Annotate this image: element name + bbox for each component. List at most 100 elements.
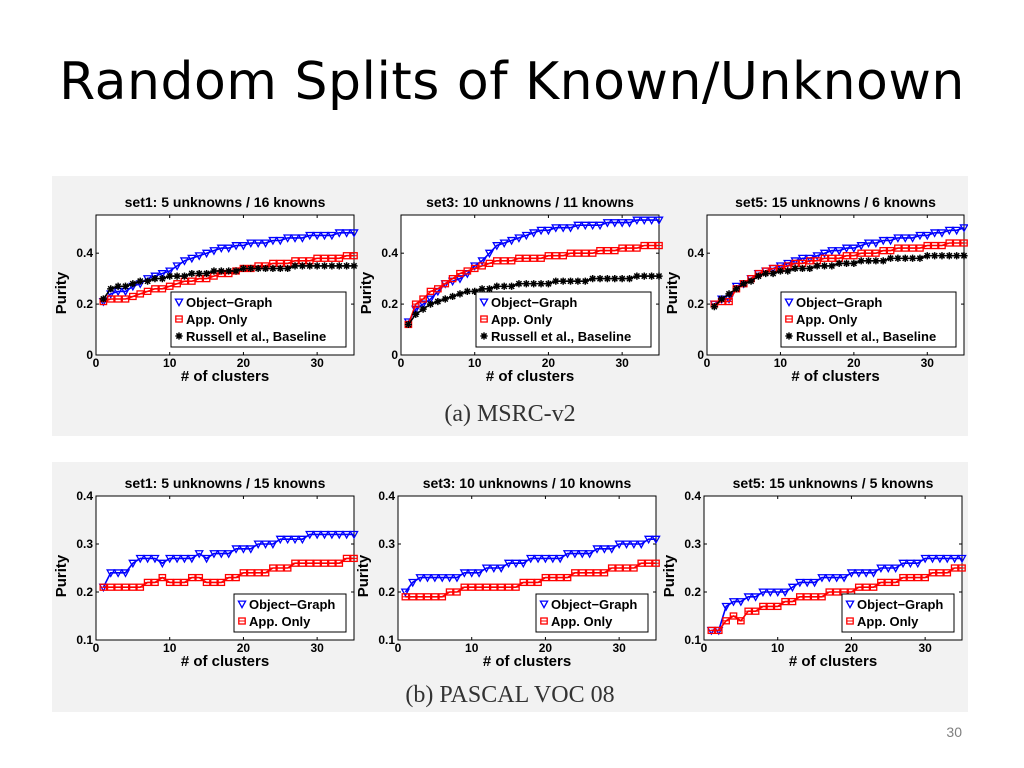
data-point	[507, 257, 516, 265]
data-point	[499, 239, 509, 248]
square-marker-box	[566, 249, 575, 257]
data-point	[426, 287, 435, 296]
chart-title: set1: 5 unknowns / 16 knowns	[125, 194, 326, 210]
y-axis-label: Purity	[355, 554, 372, 597]
x-tick-label: 20	[539, 641, 553, 655]
square-marker-box	[921, 573, 929, 582]
series-asterisk	[99, 262, 358, 303]
data-point	[313, 559, 321, 567]
x-tick-label: 0	[398, 356, 405, 370]
data-point	[179, 554, 190, 564]
data-point	[544, 280, 553, 288]
data-point	[592, 545, 602, 554]
data-point	[202, 269, 211, 278]
square-marker-box	[129, 292, 137, 301]
data-point	[253, 239, 263, 248]
square-marker-box	[877, 578, 885, 587]
square-marker-box	[121, 295, 130, 303]
data-point	[481, 564, 492, 573]
data-point	[558, 224, 568, 233]
square-marker-box	[958, 564, 966, 572]
data-point	[540, 554, 551, 564]
data-point	[459, 569, 470, 578]
data-point	[593, 569, 601, 577]
legend-label: App. Only	[186, 312, 248, 327]
data-point	[543, 226, 554, 236]
data-point	[504, 583, 513, 591]
square-marker-box	[180, 578, 189, 587]
legend: Object−Graph App. Only Russell et al., Bas…	[780, 291, 957, 348]
square-marker-box	[445, 588, 454, 596]
data-point	[854, 583, 863, 591]
square-marker-box	[864, 249, 873, 257]
data-point	[589, 275, 597, 283]
square-marker-box	[714, 626, 723, 635]
data-point	[869, 583, 878, 591]
data-point	[536, 226, 546, 236]
data-point	[445, 588, 454, 596]
data-point	[959, 224, 968, 233]
data-point	[625, 244, 634, 252]
data-point	[129, 292, 137, 301]
data-point	[419, 295, 427, 303]
square-marker-box	[825, 588, 834, 596]
data-point	[283, 564, 292, 572]
data-point	[106, 583, 115, 591]
square-marker-box	[426, 287, 435, 296]
data-point	[254, 264, 262, 273]
data-point	[936, 569, 944, 577]
x-tick-label: 30	[921, 356, 935, 370]
y-tick-label: 0.4	[687, 246, 704, 260]
data-point	[453, 588, 461, 596]
data-point	[475, 583, 483, 591]
data-point	[754, 272, 762, 280]
figure-panel-msrc: set1: 5 unknowns / 16 knowns 0 10 20 30 0 0.2 0…	[52, 176, 968, 436]
legend-label: Object−Graph	[491, 295, 577, 310]
data-point	[460, 583, 469, 591]
data-point	[714, 626, 723, 635]
square-marker-box	[943, 569, 952, 577]
square-marker-box	[497, 583, 506, 591]
data-point	[217, 267, 225, 275]
data-point	[275, 535, 285, 545]
data-point	[121, 583, 130, 591]
square-marker-box	[187, 573, 196, 582]
legend-label: App. Only	[551, 614, 613, 629]
data-point	[856, 242, 866, 251]
square-marker-box	[913, 573, 922, 582]
data-point	[444, 574, 455, 583]
square-marker-box	[335, 254, 344, 262]
square-marker-box	[434, 285, 442, 293]
data-point	[478, 285, 486, 293]
square-marker-box	[195, 573, 204, 582]
square-marker-box	[453, 588, 461, 596]
square-marker-box	[644, 559, 653, 567]
square-marker-box	[945, 239, 954, 247]
data-point	[312, 530, 322, 540]
data-point	[950, 564, 959, 572]
data-point	[276, 564, 285, 572]
chart-title: set5: 15 unknowns / 5 knowns	[733, 475, 934, 491]
x-axis-label: # of clusters	[486, 368, 574, 385]
data-point	[319, 530, 330, 540]
y-axis-label: Purity	[358, 271, 375, 314]
square-marker-box	[630, 564, 638, 572]
data-point	[448, 274, 457, 283]
square-marker-box	[129, 583, 137, 591]
data-point	[489, 583, 498, 591]
data-point	[729, 612, 738, 620]
data-point	[551, 224, 561, 233]
square-marker-box	[908, 244, 917, 252]
data-point	[725, 290, 733, 298]
data-point	[643, 535, 654, 545]
data-point	[247, 264, 255, 273]
data-point	[629, 540, 639, 549]
caption-msrc: (a) MSRC-v2	[444, 401, 576, 427]
data-point	[478, 262, 486, 270]
data-point	[492, 242, 502, 251]
data-point	[832, 588, 841, 596]
data-point	[238, 545, 249, 554]
data-point	[587, 221, 598, 231]
series-square	[99, 554, 358, 591]
data-point	[960, 239, 968, 247]
